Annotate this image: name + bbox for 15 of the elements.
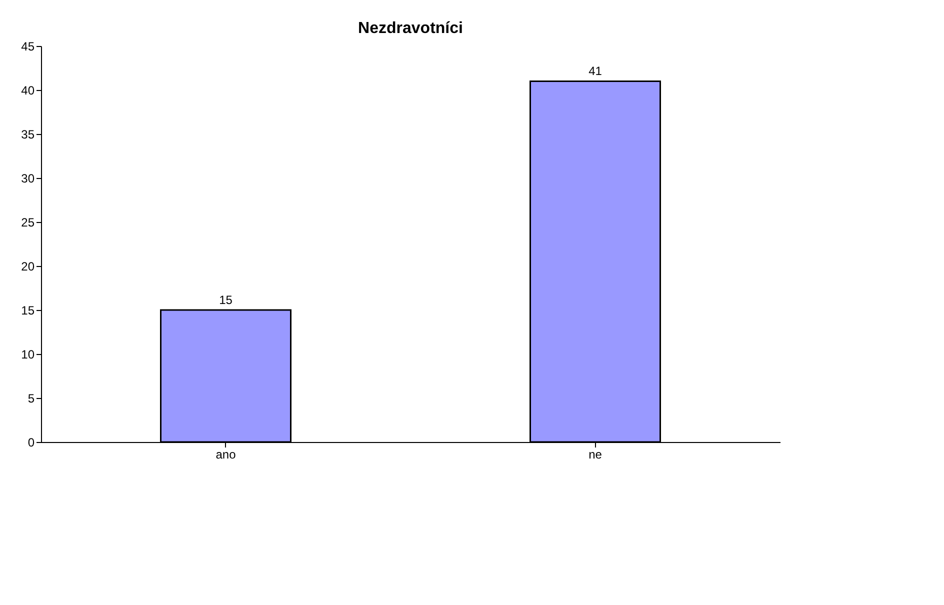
chart-title: Nezdravotníci xyxy=(358,20,463,37)
data-label: 41 xyxy=(588,64,602,78)
y-tick-label: 15 xyxy=(21,304,35,318)
y-tick-label: 5 xyxy=(28,392,35,406)
y-tick-label: 30 xyxy=(21,172,35,186)
x-tick-label: ne xyxy=(588,448,602,462)
y-tick-label: 20 xyxy=(21,260,35,274)
y-tick-label: 25 xyxy=(21,216,35,230)
y-tick-label: 40 xyxy=(21,84,35,98)
y-tick-label: 0 xyxy=(28,436,35,450)
x-tick-label: ano xyxy=(216,448,236,462)
y-tick-label: 10 xyxy=(21,348,35,362)
y-tick-label: 45 xyxy=(21,40,35,54)
data-label: 15 xyxy=(219,293,233,307)
y-tick-label: 35 xyxy=(21,128,35,142)
